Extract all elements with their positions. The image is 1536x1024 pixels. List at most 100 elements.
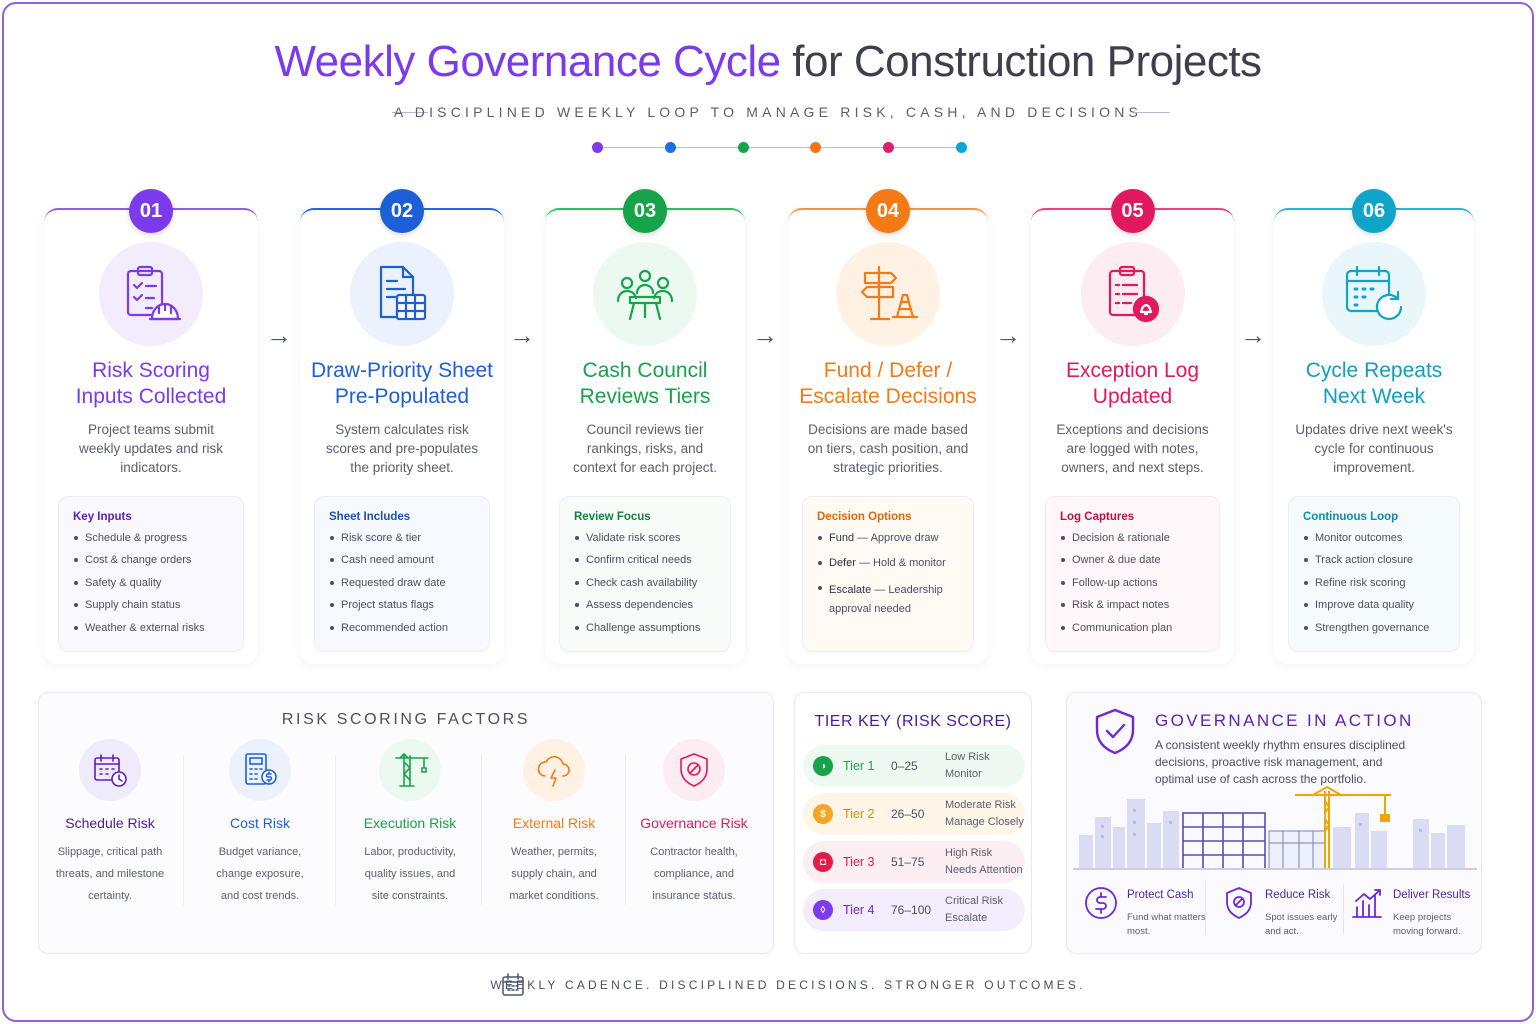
step-title-line: Pre-Populated: [334, 385, 470, 408]
tier-note: High Risk Needs Attention: [945, 847, 1023, 876]
decision-item: Fund — Approve draw: [817, 531, 961, 545]
list-item: Monitor outcomes: [1303, 531, 1447, 545]
tier-note: Moderate Risk Manage Closely: [945, 799, 1024, 828]
feature-name: Reduce Risk: [1265, 889, 1331, 901]
risk-factors-panel: RISK SCORING FACTORS Schedule Risk Slipp…: [38, 692, 774, 954]
box-title: Log Captures: [1060, 511, 1135, 523]
arrow-right-icon: →: [266, 320, 292, 350]
risk-factor: Schedule Risk Slippage, critical path thr…: [45, 739, 175, 907]
list-item: Communication plan: [1060, 621, 1207, 635]
factor-description: Labor, productivity, quality issues, and s…: [364, 846, 456, 902]
storm-cloud-icon: [523, 739, 585, 801]
list-item: Weather & external risks: [73, 621, 231, 635]
box-title: Review Focus: [574, 511, 651, 523]
tier-range: 0–25: [891, 759, 918, 773]
factor-name: Governance Risk: [640, 815, 748, 831]
step-description: Project teams submit weekly updates and …: [78, 422, 224, 475]
shield-check-icon: [1095, 708, 1135, 755]
box-title: Decision Options: [817, 511, 912, 523]
tier-range: 76–100: [891, 903, 932, 917]
tier-row: ◘ Tier 3 51–75 High Risk Needs Attention: [803, 841, 1025, 883]
step-title: Draw-Priority Sheet Pre-Populated: [304, 358, 500, 410]
arrow-right-icon: →: [995, 320, 1021, 350]
footer-tagline: WEEKLY CADENCE. DISCIPLINED DECISIONS. S…: [490, 978, 1086, 992]
step-title: Risk Scoring Inputs Collected: [48, 358, 254, 410]
list-item: Refine risk scoring: [1303, 576, 1447, 590]
step-number-badge: 03: [623, 189, 667, 233]
list-item: Check cash availability: [574, 576, 718, 590]
list-item: Confirm critical needs: [574, 553, 718, 567]
step-dot: [883, 142, 894, 153]
governance-title: GOVERNANCE IN ACTION: [1155, 711, 1414, 730]
step-title-line: Inputs Collected: [75, 385, 227, 408]
calendar-icon: [502, 973, 524, 996]
feature-description: Spot issues early and act.: [1265, 912, 1338, 937]
tier-note: Critical Risk Escalate: [945, 895, 1004, 924]
divider: [183, 755, 184, 905]
list-item: Improve data quality: [1303, 598, 1447, 612]
city-skyline-illustration: [1073, 785, 1477, 870]
tier-icon: ◊: [813, 900, 833, 920]
arrow-right-icon: →: [509, 320, 535, 350]
risk-factor: External Risk Weather, permits, supply ch…: [489, 739, 619, 907]
divider: [335, 755, 336, 905]
step-description: System calculates risk scores and pre-po…: [325, 422, 479, 475]
step-title: Fund / Defer / Escalate Decisions: [792, 358, 984, 410]
step-title-line: Risk Scoring: [92, 359, 210, 382]
subtitle-rule-left: [392, 112, 428, 113]
decision-item: Defer — Hold & monitor: [817, 556, 961, 570]
step-number-badge: 02: [380, 189, 424, 233]
factor-description: Slippage, critical path threats, and mile…: [55, 846, 165, 902]
page-subtitle: A DISCIPLINED WEEKLY LOOP TO MANAGE RISK…: [393, 104, 1143, 120]
factor-name: Schedule Risk: [65, 815, 155, 831]
step-card-4: 04 Fund / Defer / Escalate Decisions Dec…: [788, 189, 988, 664]
title-main: Weekly Governance Cycle: [274, 37, 781, 86]
factor-name: Execution Risk: [363, 815, 457, 831]
list-item: Follow-up actions: [1060, 576, 1207, 590]
detail-list: Validate risk scores Confirm critical ne…: [574, 531, 718, 635]
step-title-line: Escalate Decisions: [799, 385, 977, 408]
step-title-line: Next Week: [1322, 385, 1426, 408]
tier-range: 26–50: [891, 807, 925, 821]
step-title: Exception Log Updated: [1035, 358, 1230, 410]
factor-name: External Risk: [512, 815, 596, 831]
step-detail-box: Review Focus Validate risk scores Confir…: [559, 496, 731, 652]
step-title-line: Draw-Priority Sheet: [310, 359, 494, 382]
list-item: Recommended action: [329, 621, 477, 635]
list-item: Schedule & progress: [73, 531, 231, 545]
step-detail-box: Continuous Loop Monitor outcomes Track a…: [1288, 496, 1460, 652]
tier-name: Tier 1: [843, 759, 875, 773]
list-item: Decision & rationale: [1060, 531, 1207, 545]
step-card-3: 03 Cash Council Reviews Tiers Council re…: [545, 189, 745, 664]
list-item: Assess dependencies: [574, 598, 718, 612]
tier-name: Tier 4: [843, 903, 875, 917]
step-description: Council reviews tier rankings, risks, an…: [572, 422, 718, 475]
list-item: Track action closure: [1303, 553, 1447, 567]
governance-description: A consistent weekly rhythm ensures disci…: [1155, 738, 1406, 786]
list-item: Safety & quality: [73, 576, 231, 590]
risk-factor: Governance Risk Contractor health, compli…: [629, 739, 759, 907]
step-card-1: 01 Risk Scoring Inputs Collected Project…: [44, 189, 258, 664]
list-item: Project status flags: [329, 598, 477, 612]
step-card-2: 02 Draw-Priority Sheet Pre-Populated Sys…: [300, 189, 504, 664]
decision-list: Fund — Approve draw Defer — Hold & monit…: [817, 531, 961, 619]
factor-description: Weather, permits, supply chain, and market…: [509, 846, 599, 902]
tier-icon: ◘: [813, 852, 833, 872]
tier-note: Low Risk Monitor: [945, 751, 990, 780]
step-number-badge: 01: [129, 189, 173, 233]
tier-key-panel: TIER KEY (RISK SCORE) ◑ Tier 1 0–25 Low …: [794, 692, 1032, 954]
tier-icon: $: [813, 804, 833, 824]
list-item: Cash need amount: [329, 553, 477, 567]
step-number-badge: 04: [866, 189, 910, 233]
box-title: Continuous Loop: [1303, 511, 1399, 523]
detail-list: Decision & rationale Owner & due date Fo…: [1060, 531, 1207, 635]
list-item: Risk score & tier: [329, 531, 477, 545]
step-dot-row: [592, 140, 968, 154]
decision-item: Escalate — Leadership approval needed: [817, 581, 961, 619]
feature-name: Protect Cash: [1127, 889, 1194, 901]
step-title: Cash Council Reviews Tiers: [549, 358, 741, 410]
step-description: Updates drive next week's cycle for cont…: [1295, 422, 1453, 475]
clipboard-alert-icon: [1080, 242, 1185, 346]
step-dot: [592, 142, 603, 153]
shield-ban-icon: [663, 739, 725, 801]
